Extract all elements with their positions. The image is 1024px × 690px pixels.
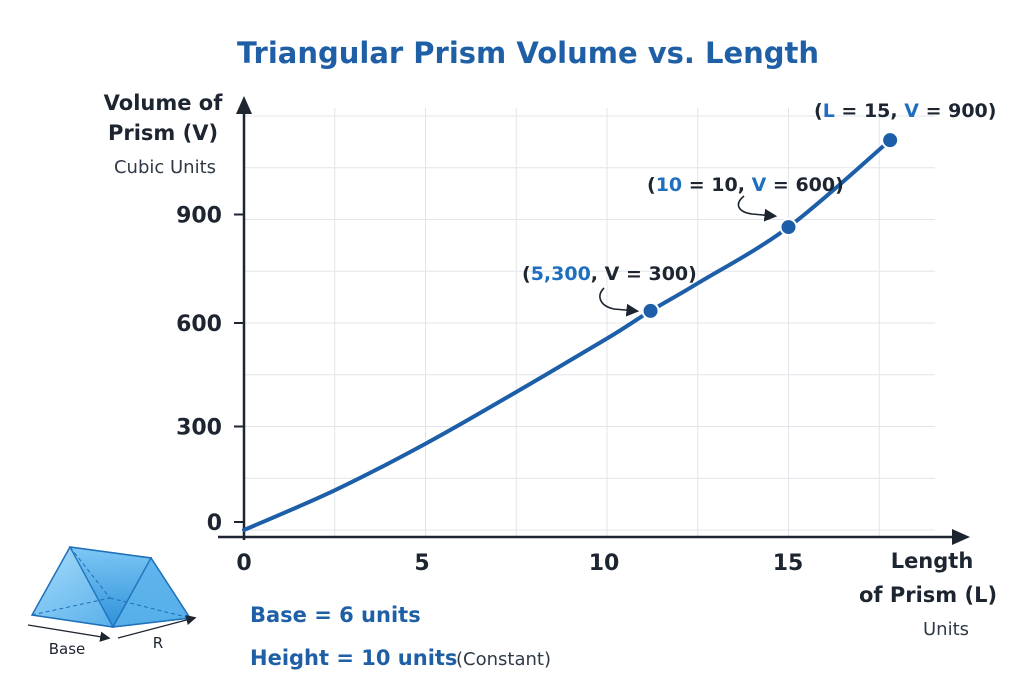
y-axis-units: Cubic Units	[114, 157, 216, 178]
annotation-part: , V = 300)	[591, 263, 697, 285]
chart-title: Triangular Prism Volume vs. Length	[237, 36, 819, 70]
x-tick-label: 0	[236, 551, 251, 576]
data-point-2	[779, 218, 798, 237]
note-height: Height = 10 units	[250, 646, 457, 670]
grid	[244, 108, 935, 537]
annotation-point-2: (10 = 10, V = 600)	[647, 174, 844, 196]
x-axis-arrow	[952, 529, 970, 545]
series-line	[242, 138, 893, 532]
y-axis-title-line1: Volume of	[104, 91, 224, 115]
x-tick-label: 5	[414, 551, 429, 576]
y-tick-label: 900	[176, 204, 222, 229]
annotation-part: = 600)	[766, 174, 844, 196]
annotation-part: 5,300	[531, 263, 591, 285]
prism-icon	[27, 546, 197, 642]
note-height-suffix: (Constant)	[456, 649, 551, 670]
x-tick-label: 15	[773, 551, 804, 576]
annotation-point-3: (L = 15, V = 900)	[814, 100, 996, 122]
x-tick-label: 10	[589, 551, 620, 576]
x-axis-units: Units	[923, 619, 969, 640]
annotation-part: V	[752, 174, 767, 196]
annotation-part: L	[823, 100, 835, 122]
annotation-part: = 900)	[919, 100, 997, 122]
x-axis-title-line1: Length	[891, 549, 974, 573]
note-base: Base = 6 units	[250, 603, 421, 627]
x-axis-title-line2: of Prism (L)	[859, 583, 997, 607]
prism-side-label: R	[153, 634, 163, 652]
y-tick-label: 600	[176, 312, 222, 337]
annotation-part: (	[647, 174, 656, 196]
data-point-1	[641, 301, 660, 320]
annotation-part: (	[522, 263, 531, 285]
prism-base-label: Base	[49, 640, 86, 658]
annotation-arrow-1	[599, 287, 640, 317]
y-axis-arrow	[236, 96, 252, 114]
annotation-arrow-2	[737, 195, 778, 222]
y-axis-title-line2: Prism (V)	[108, 121, 218, 145]
annotation-part: V	[904, 100, 919, 122]
annotation-part: = 15,	[835, 100, 904, 122]
annotation-part: 10	[656, 174, 682, 196]
data-point-3	[881, 131, 900, 150]
highlight-points	[641, 131, 900, 320]
annotation-point-1: (5,300, V = 300)	[522, 263, 697, 285]
ticks: 0 300 600 900 0 5 10 15	[176, 204, 803, 577]
annotation-part: = 10,	[682, 174, 751, 196]
y-tick-label: 0	[207, 511, 222, 536]
annotation-part: (	[814, 100, 823, 122]
y-tick-label: 300	[176, 416, 222, 441]
